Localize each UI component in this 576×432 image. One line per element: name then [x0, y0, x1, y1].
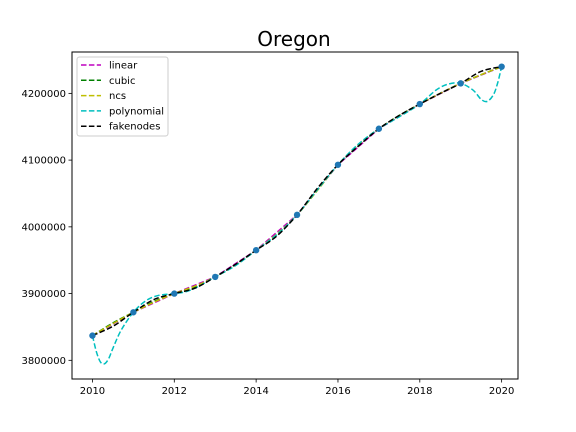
y-tick-label: 4000000: [21, 222, 66, 233]
y-tick-label: 3800000: [21, 356, 66, 367]
y-tick-label: 4100000: [21, 156, 66, 167]
y-tick-label: 4200000: [21, 89, 66, 100]
legend-label-cubic: cubic: [109, 76, 135, 87]
legend-label-linear: linear: [109, 61, 138, 72]
data-point: [293, 211, 301, 219]
series-line-polynomial: [91, 66, 503, 365]
x-tick-label: 2012: [162, 386, 187, 397]
data-points-layer: [89, 63, 505, 339]
x-tick-label: 2016: [325, 386, 350, 397]
data-point: [130, 309, 137, 316]
data-point: [457, 80, 464, 87]
x-tick-label: 2014: [243, 386, 268, 397]
x-tick-label: 2018: [407, 386, 432, 397]
data-point: [334, 161, 342, 168]
data-point: [212, 273, 219, 281]
x-tick-label: 2020: [489, 386, 514, 397]
legend-label-ncs: ncs: [109, 91, 126, 102]
legend-label-polynomial: polynomial: [109, 106, 164, 117]
data-point: [252, 247, 260, 254]
x-tick-label: 2010: [80, 386, 105, 397]
data-point: [498, 63, 505, 70]
y-tick-label: 3900000: [21, 289, 66, 300]
legend: linear cubic ncs polynomial fakenodes: [76, 56, 169, 137]
data-point: [89, 332, 96, 339]
chart-title: Oregon: [257, 27, 330, 51]
axes-layer: 2010 2012 2014 2016 2018 2020 3800000 3900000 40…: [21, 89, 514, 397]
legend-label-fakenodes: fakenodes: [109, 122, 160, 133]
data-point: [416, 100, 423, 108]
plot-area-frame: [71, 51, 519, 380]
data-point: [171, 290, 178, 297]
data-point: [375, 125, 383, 132]
legend-box: [76, 56, 169, 137]
